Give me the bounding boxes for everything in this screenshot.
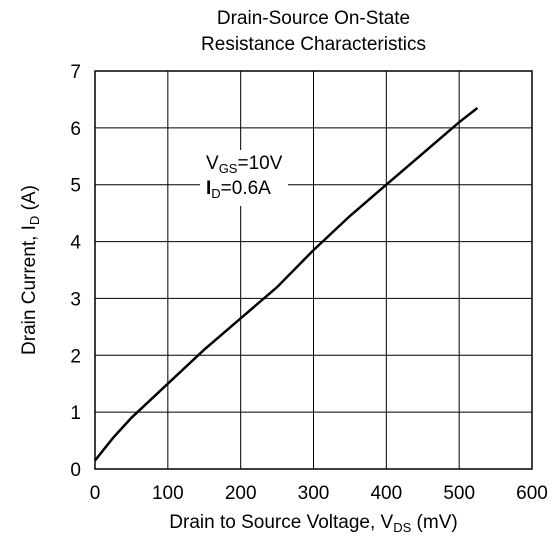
y-tick-label: 7 xyxy=(70,62,81,83)
annotation-id: ID=0.6A xyxy=(206,178,271,201)
x-tick-label: 500 xyxy=(443,483,475,504)
series-line-0 xyxy=(94,107,479,462)
y-tick-label: 2 xyxy=(70,346,81,367)
x-tick-label: 400 xyxy=(370,483,402,504)
x-tick-label: 300 xyxy=(298,483,330,504)
chart-title-line-2: Resistance Characteristics xyxy=(201,34,426,55)
x-tick-label: 200 xyxy=(225,483,257,504)
x-tick-label: 0 xyxy=(90,483,101,504)
grid xyxy=(94,70,533,470)
x-tick-label: 600 xyxy=(516,483,548,504)
plot-frame xyxy=(94,70,533,470)
ticks: 0 100 200 300 400 500 600 0 1 2 3 4 5 6 7 xyxy=(70,62,547,504)
y-axis-label: Drain Current, ID (A) xyxy=(19,185,42,355)
x-tick-label: 100 xyxy=(152,483,184,504)
y-tick-label: 6 xyxy=(70,119,81,140)
y-tick-label: 5 xyxy=(70,176,81,197)
y-tick-label: 4 xyxy=(70,233,81,254)
y-tick-label: 1 xyxy=(70,403,81,424)
annotation-box: VGS=10V ID=0.6A xyxy=(200,150,289,206)
x-axis-label: Drain to Source Voltage, VDS (mV) xyxy=(169,512,458,535)
chart-title-line-1: Drain-Source On-State xyxy=(216,8,411,29)
y-tick-label: 0 xyxy=(70,460,81,481)
y-tick-label: 3 xyxy=(70,289,81,310)
annotation-vgs: VGS=10V xyxy=(206,153,283,176)
